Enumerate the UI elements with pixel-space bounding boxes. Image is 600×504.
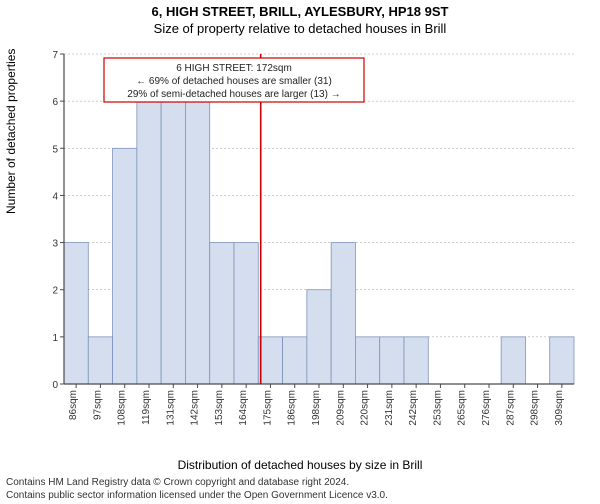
svg-text:3: 3 xyxy=(52,239,58,250)
svg-text:4: 4 xyxy=(52,191,58,202)
x-axis-label: Distribution of detached houses by size … xyxy=(0,458,600,472)
chart-titles: 6, HIGH STREET, BRILL, AYLESBURY, HP18 9… xyxy=(0,4,600,36)
svg-text:108sqm: 108sqm xyxy=(117,390,128,426)
y-axis-label: Number of detached properties xyxy=(4,49,18,214)
chart-svg: 0 1 2 3 4 5 6 7 86sqm 97sqm 108sqm 119sqm 131sqm 142s… xyxy=(52,48,580,426)
svg-text:153sqm: 153sqm xyxy=(214,390,225,426)
svg-text:198sqm: 198sqm xyxy=(311,390,322,426)
svg-text:186sqm: 186sqm xyxy=(287,390,298,426)
footer-copyright: Contains HM Land Registry data © Crown c… xyxy=(6,476,388,489)
svg-text:175sqm: 175sqm xyxy=(262,390,273,426)
svg-text:298sqm: 298sqm xyxy=(530,390,541,426)
svg-text:86sqm: 86sqm xyxy=(68,390,79,420)
svg-text:265sqm: 265sqm xyxy=(457,390,468,426)
svg-text:309sqm: 309sqm xyxy=(554,390,565,426)
svg-text:119sqm: 119sqm xyxy=(141,390,152,425)
svg-text:164sqm: 164sqm xyxy=(238,390,249,426)
svg-text:7: 7 xyxy=(52,50,58,61)
chart-title-address: 6, HIGH STREET, BRILL, AYLESBURY, HP18 9… xyxy=(0,4,600,19)
svg-text:97sqm: 97sqm xyxy=(92,390,103,420)
svg-text:142sqm: 142sqm xyxy=(190,390,201,426)
svg-text:131sqm: 131sqm xyxy=(165,390,176,426)
svg-text:242sqm: 242sqm xyxy=(408,390,419,426)
svg-text:5: 5 xyxy=(52,144,58,155)
svg-text:220sqm: 220sqm xyxy=(360,390,371,426)
license-footer: Contains HM Land Registry data © Crown c… xyxy=(6,476,388,502)
svg-text:209sqm: 209sqm xyxy=(335,390,346,426)
histogram-chart: 0 1 2 3 4 5 6 7 86sqm 97sqm 108sqm 119sqm 131sqm 142s… xyxy=(52,48,580,426)
svg-text:231sqm: 231sqm xyxy=(384,390,395,426)
svg-text:253sqm: 253sqm xyxy=(432,390,443,426)
svg-text:1: 1 xyxy=(52,333,58,344)
svg-text:29% of semi-detached houses ar: 29% of semi-detached houses are larger (… xyxy=(127,89,340,100)
svg-text:287sqm: 287sqm xyxy=(505,390,516,426)
svg-text:0: 0 xyxy=(52,380,58,391)
chart-title-subtitle: Size of property relative to detached ho… xyxy=(0,21,600,36)
svg-text:← 69% of detached houses are s: ← 69% of detached houses are smaller (31… xyxy=(136,76,332,87)
svg-text:276sqm: 276sqm xyxy=(481,390,492,426)
svg-text:6: 6 xyxy=(52,97,58,108)
svg-text:6 HIGH STREET: 172sqm: 6 HIGH STREET: 172sqm xyxy=(176,63,292,74)
footer-license: Contains public sector information licen… xyxy=(6,489,388,502)
svg-text:2: 2 xyxy=(52,286,58,297)
